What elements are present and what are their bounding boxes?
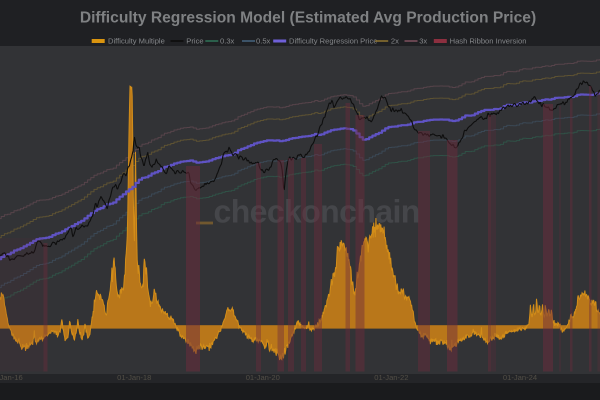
svg-text:01-Jan-20: 01-Jan-20 — [246, 373, 280, 382]
svg-text:Hash Ribbon Inversion: Hash Ribbon Inversion — [450, 37, 527, 46]
svg-text:3x: 3x — [419, 37, 427, 46]
svg-text:Difficulty Multiple: Difficulty Multiple — [108, 37, 165, 46]
svg-text:Difficulty Regression Model (E: Difficulty Regression Model (Estimated A… — [80, 10, 536, 27]
svg-text:checkonchain: checkonchain — [214, 194, 420, 230]
svg-text:01-Jan-18: 01-Jan-18 — [117, 373, 151, 382]
svg-text:01-Jan-24: 01-Jan-24 — [503, 373, 537, 382]
svg-text:0.5x: 0.5x — [256, 37, 271, 46]
svg-text:2x: 2x — [391, 37, 399, 46]
svg-text:Difficulty Regression Price: Difficulty Regression Price — [289, 37, 378, 46]
svg-text:01-Jan-16: 01-Jan-16 — [0, 373, 23, 382]
svg-text:01-Jan-22: 01-Jan-22 — [374, 373, 408, 382]
svg-text:0.3x: 0.3x — [220, 37, 235, 46]
svg-text:Price: Price — [186, 37, 203, 46]
